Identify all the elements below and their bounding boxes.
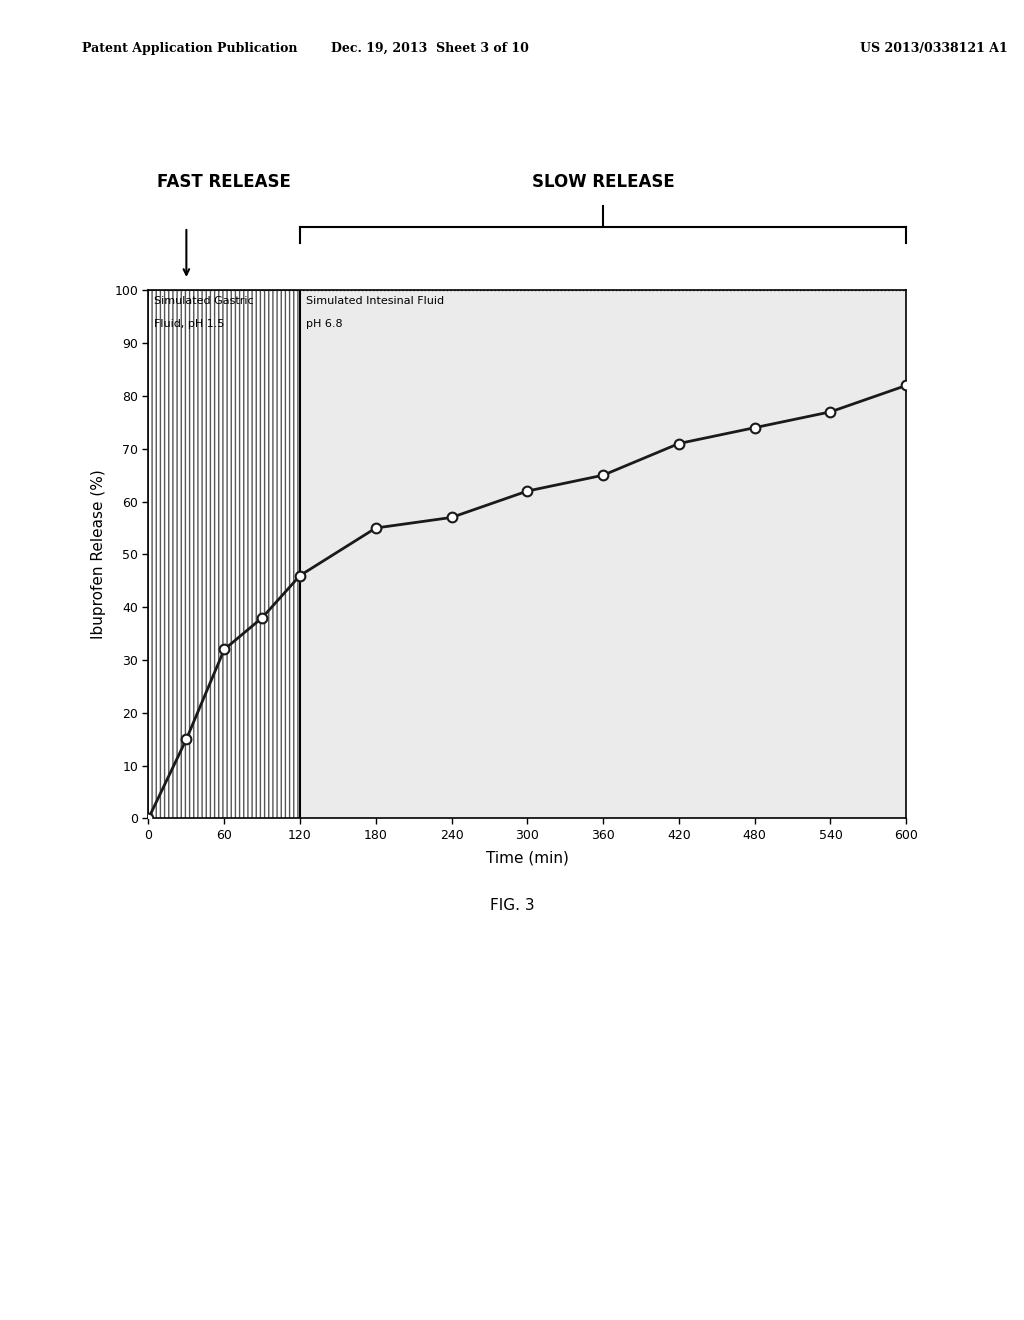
Text: Dec. 19, 2013  Sheet 3 of 10: Dec. 19, 2013 Sheet 3 of 10: [331, 42, 529, 55]
Text: Simulated Intesinal Fluid: Simulated Intesinal Fluid: [306, 296, 444, 306]
Text: SLOW RELEASE: SLOW RELEASE: [531, 173, 675, 191]
Y-axis label: Ibuprofen Release (%): Ibuprofen Release (%): [91, 470, 105, 639]
X-axis label: Time (min): Time (min): [486, 850, 568, 865]
Text: pH 6.8: pH 6.8: [306, 319, 343, 330]
Text: FAST RELEASE: FAST RELEASE: [158, 173, 291, 191]
Text: Simulated Gastric: Simulated Gastric: [154, 296, 253, 306]
Text: FIG. 3: FIG. 3: [489, 898, 535, 912]
Text: Fluid, pH 1.5: Fluid, pH 1.5: [154, 319, 224, 330]
Text: Patent Application Publication: Patent Application Publication: [82, 42, 297, 55]
Text: US 2013/0338121 A1: US 2013/0338121 A1: [860, 42, 1008, 55]
Bar: [148, 290, 300, 818]
